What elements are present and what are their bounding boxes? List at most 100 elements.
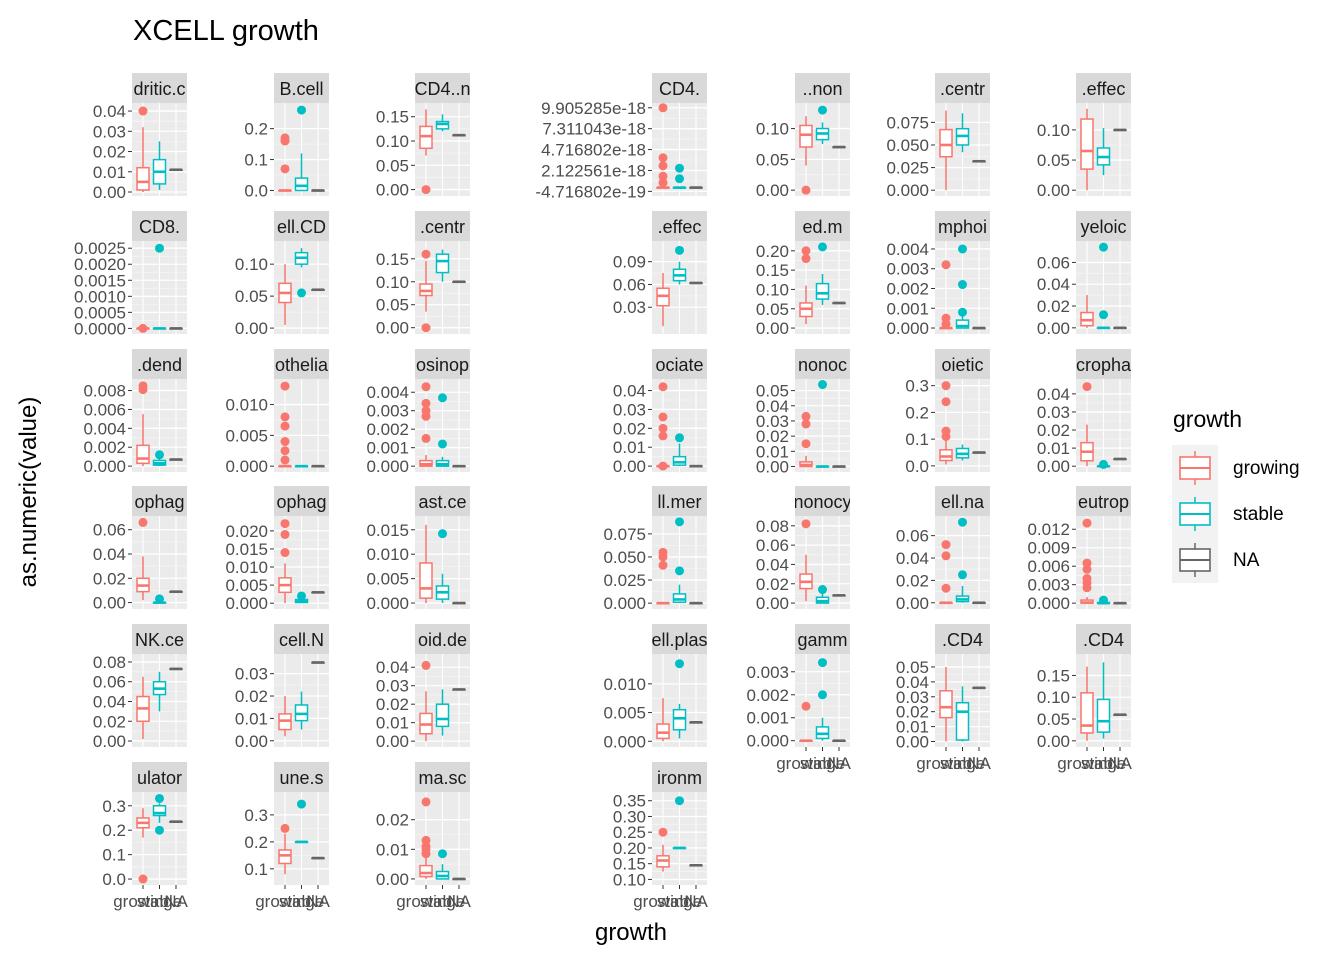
box-growing (1080, 666, 1094, 741)
facet-panel: .effec 0.00 0.05 0.10 (1037, 73, 1131, 200)
y-tick-label: 0.008 (83, 382, 126, 401)
facet-panel: othelia 0.000 0.005 0.010 (225, 349, 329, 476)
y-tick-label: 0.00 (756, 319, 789, 338)
facet-strip-label: cell.N (279, 630, 324, 650)
y-tick-label: 0.08 (93, 653, 126, 672)
outlier-point (1082, 558, 1092, 568)
y-tick-label: 0.075 (603, 525, 646, 544)
box-na (1113, 457, 1127, 461)
y-tick-label: 0.20 (756, 242, 789, 261)
box-na (689, 863, 703, 867)
box-growing (799, 701, 813, 743)
chart-title: XCELL growth (133, 15, 319, 47)
facet-strip-label: .effec (658, 217, 702, 237)
y-tick-label: 0.002 (746, 686, 789, 705)
box-growing (939, 381, 953, 465)
y-tick-label: 0.03 (896, 688, 929, 707)
y-tick-label: 0.1 (102, 846, 126, 865)
facet-strip (274, 349, 329, 379)
y-tick-label: 0.002 (886, 279, 929, 298)
y-tick-label: 0.05 (1037, 151, 1070, 170)
y-tick-label: 0.02 (376, 811, 409, 830)
outlier-point (658, 423, 668, 433)
x-tick-label: growing (113, 892, 173, 911)
box-stable (294, 105, 309, 192)
outlier-point (941, 381, 951, 391)
box-stable (294, 464, 309, 468)
facet-strip-label: ed.m (802, 217, 842, 237)
box-na (452, 877, 466, 881)
y-tick-label: 0.000 (746, 732, 789, 751)
y-tick-label: 0.10 (1037, 121, 1070, 140)
y-tick-label: 0.000 (83, 457, 126, 476)
facet-strip (935, 624, 990, 654)
box-growing (278, 133, 292, 192)
y-tick-label: 0.25 (613, 823, 646, 842)
box-stable (672, 659, 687, 739)
y-tick-label: 0.010 (603, 675, 646, 694)
y-tick-label: 0.004 (83, 419, 126, 438)
outlier-point (280, 446, 290, 456)
y-tick-label: 0.075 (886, 113, 929, 132)
outlier-point (801, 701, 811, 711)
facet-strip (132, 211, 187, 241)
facet-strip (795, 211, 850, 241)
box-na (832, 301, 846, 305)
box-growing (278, 823, 292, 875)
box-body (136, 166, 150, 191)
y-tick-label: 0.01 (1037, 439, 1070, 458)
y-tick-label: 0.04 (93, 102, 126, 121)
facet-strip-label: CD8. (139, 217, 180, 237)
outlier-point (421, 411, 431, 421)
y-tick-label: 0.15 (376, 250, 409, 269)
outlier-point (675, 433, 684, 443)
y-tick-label: 0.025 (603, 571, 646, 590)
y-tick-label: 0.00 (896, 594, 929, 613)
outlier-point (280, 381, 290, 391)
box-na (169, 820, 183, 823)
outlier-point (818, 658, 827, 668)
box-stable (672, 433, 687, 467)
y-tick-label: 0.02 (93, 712, 126, 731)
facet-strip (274, 73, 329, 103)
facet-panel: ..non 0.00 0.05 0.10 (756, 73, 850, 200)
y-tick-label: 0.001 (746, 709, 789, 728)
box-stable (672, 163, 687, 189)
outlier-point (138, 874, 148, 884)
box-stable (815, 105, 830, 144)
facet-strip (652, 349, 707, 379)
box-stable (955, 444, 970, 461)
y-tick-label: 0.08 (756, 517, 789, 536)
facet-strip-label: ophag (134, 492, 184, 512)
outlier-point (658, 382, 668, 392)
outlier-point (280, 519, 290, 529)
facet-strip (274, 624, 329, 654)
box-body (939, 449, 953, 462)
facet-strip-label: .effec (1082, 79, 1126, 99)
outlier-point (801, 519, 811, 529)
box-growing (136, 517, 150, 601)
y-tick-label: 0.2 (102, 821, 126, 840)
facet-panel: CD4..n 0.00 0.05 0.10 0.15 (376, 73, 470, 200)
y-tick-label: 0.02 (613, 419, 646, 438)
y-tick-label: 0.10 (376, 273, 409, 292)
facet-strip-label: mphoi (938, 217, 987, 237)
y-tick-label: 0.02 (376, 695, 409, 714)
y-tick-label: 0.03 (93, 122, 126, 141)
facet-panels: dritic.c0.000.010.020.030.04B.cell0.00.1… (74, 73, 1132, 911)
x-tick-label: growing (396, 892, 456, 911)
outlier-point (421, 323, 431, 333)
box-body (939, 690, 953, 719)
y-tick-label: 0.015 (225, 540, 268, 559)
box-growing (278, 381, 292, 468)
y-tick-label: 0.020 (225, 522, 268, 541)
y-tick-label: 0.00 (1037, 457, 1070, 476)
y-tick-label: 0.05 (376, 296, 409, 315)
y-tick-label: 0.00 (756, 457, 789, 476)
box-stable (435, 249, 450, 282)
